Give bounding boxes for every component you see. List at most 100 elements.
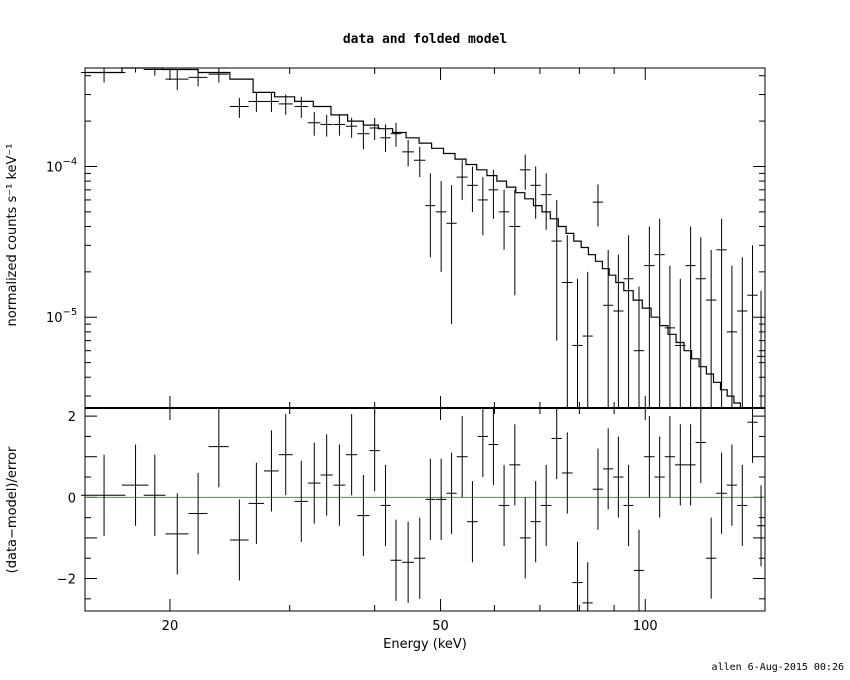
x-tick-label: 100	[633, 619, 658, 634]
model-step-line	[85, 67, 765, 409]
bottom-y-tick-label: 0	[68, 491, 76, 506]
residual-point	[572, 541, 583, 611]
data-point	[264, 92, 279, 112]
data-point	[229, 97, 249, 118]
data-point	[675, 278, 686, 408]
data-point	[446, 185, 457, 325]
data-point	[633, 286, 645, 408]
residual-point	[345, 414, 358, 496]
data-point	[705, 249, 717, 408]
top-y-tick-label: 10−4	[46, 156, 77, 175]
data-point	[519, 154, 531, 190]
data-point	[208, 68, 229, 83]
top-y-axis-label: normalized counts s⁻¹ keV⁻¹	[5, 144, 20, 327]
data-point	[467, 166, 478, 212]
residual-point	[369, 410, 380, 492]
data-point	[435, 181, 447, 272]
data-point	[81, 68, 126, 83]
data-point	[664, 265, 676, 408]
data-point	[345, 117, 358, 138]
residual-point	[165, 493, 189, 575]
residual-point	[664, 416, 676, 498]
data-point	[278, 94, 293, 115]
data-point	[143, 68, 166, 76]
top-frame	[84, 67, 766, 409]
residual-point	[488, 408, 499, 486]
data-point	[613, 254, 624, 408]
bottom-frame	[84, 407, 766, 612]
bottom-y-tick-label: 2	[68, 410, 76, 425]
residual-point	[633, 529, 645, 611]
residual-point	[143, 454, 166, 536]
data-point	[165, 69, 189, 91]
residual-point	[613, 436, 624, 518]
data-point	[509, 189, 521, 296]
residual-point	[320, 434, 333, 516]
residual-point	[248, 462, 265, 545]
top-y-tick-label: 10−5	[46, 307, 77, 326]
residual-point	[425, 458, 436, 540]
residual-point	[603, 428, 614, 510]
residual-point	[498, 464, 510, 547]
data-point	[551, 199, 562, 341]
residual-point	[726, 444, 737, 526]
residual-point	[229, 499, 249, 581]
data-point	[390, 122, 402, 147]
data-point	[477, 177, 488, 236]
residual-point	[278, 414, 293, 496]
data-point	[726, 265, 737, 408]
residual-point	[654, 436, 665, 518]
footer-stamp: allen 6-Aug-2015 00:26	[711, 662, 844, 673]
data-point	[369, 117, 380, 140]
residual-point	[592, 448, 604, 530]
residual-point	[737, 464, 748, 547]
data-point	[380, 124, 391, 152]
residual-point	[357, 474, 370, 557]
data-point	[592, 184, 604, 227]
residual-point	[685, 424, 696, 506]
residual-point	[623, 464, 634, 547]
data-point	[654, 218, 665, 408]
residual-point	[390, 519, 402, 601]
data-point	[530, 166, 541, 219]
data-point	[603, 249, 614, 408]
chart-title: data and folded model	[343, 32, 507, 47]
data-point	[320, 114, 333, 137]
residual-point	[716, 452, 727, 534]
residual-point	[264, 430, 279, 512]
residual-point	[644, 416, 655, 498]
residual-point	[121, 444, 149, 526]
x-tick-label: 20	[162, 619, 179, 634]
x-axis-label: Energy (keV)	[383, 637, 467, 652]
residual-point	[188, 472, 208, 555]
residual-point	[307, 442, 321, 524]
data-point	[561, 235, 573, 408]
data-point	[747, 245, 758, 408]
data-point	[685, 226, 696, 408]
data-point	[333, 114, 346, 136]
residual-point	[81, 454, 126, 536]
residual-point	[509, 424, 521, 506]
residual-point	[435, 458, 447, 540]
top-panel: 10−4 10−5	[46, 67, 766, 409]
data-point	[121, 67, 149, 73]
data-point	[623, 235, 634, 408]
residual-point	[208, 408, 229, 488]
residual-point	[380, 464, 391, 547]
data-point	[737, 257, 748, 408]
data-point	[498, 189, 510, 250]
data-point	[695, 237, 706, 408]
bottom-y-axis-label: (data−model)/error	[5, 446, 20, 573]
residual-point	[561, 432, 573, 514]
residual-point	[582, 562, 593, 611]
residual-point	[530, 481, 541, 563]
residual-point	[757, 485, 765, 567]
residual-point	[402, 521, 415, 603]
data-point	[357, 121, 370, 150]
data-point	[402, 139, 415, 167]
residual-point	[414, 517, 426, 599]
bottom-y-tick-label: −2	[57, 573, 76, 588]
residual-point	[519, 497, 531, 579]
